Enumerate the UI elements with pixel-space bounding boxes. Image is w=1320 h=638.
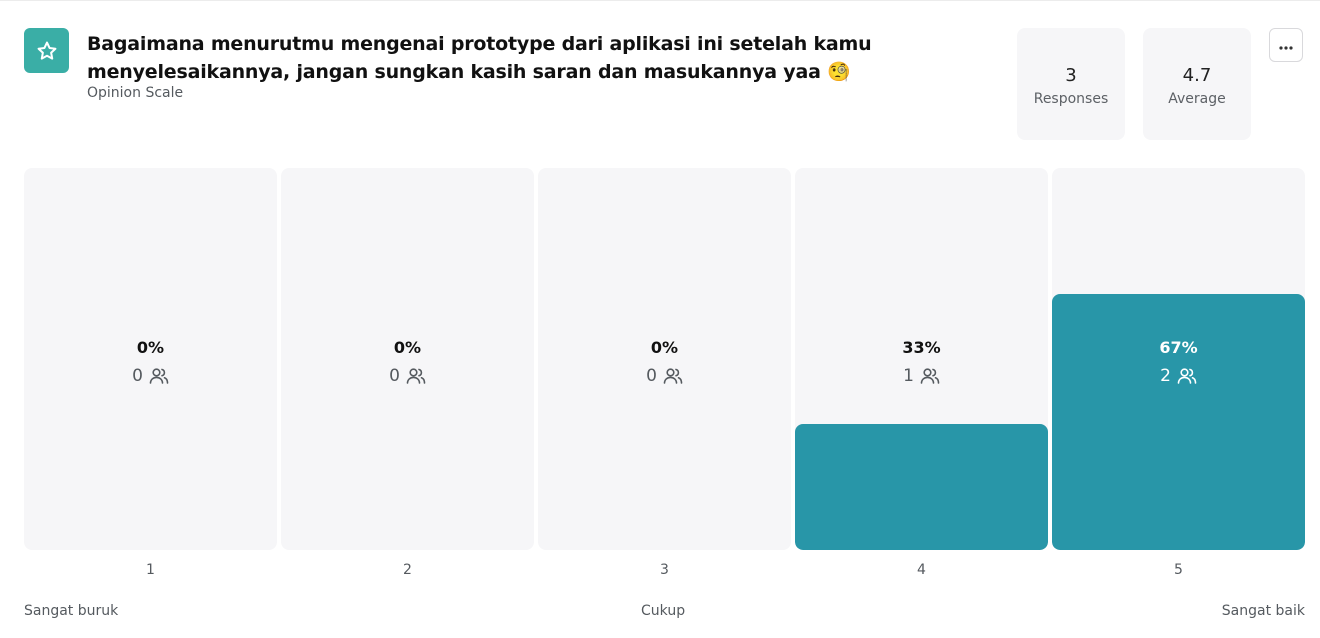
- bar-count-2: 0: [281, 366, 534, 386]
- users-icon: [1177, 367, 1197, 385]
- average-card: 4.7 Average: [1143, 28, 1251, 140]
- bar-label-5: 67% 2: [1052, 338, 1305, 386]
- bar-track-3: 0% 0: [538, 168, 791, 550]
- average-value: 4.7: [1182, 65, 1212, 86]
- users-icon: [920, 367, 940, 385]
- bar-count-3: 0: [538, 366, 791, 386]
- bar-4: [795, 424, 1048, 550]
- more-horizontal-icon: [1278, 36, 1294, 55]
- category-label-1: 1: [146, 562, 155, 578]
- bar-label-4: 33% 1: [795, 338, 1048, 386]
- bar-label-3: 0% 0: [538, 338, 791, 386]
- bar-count-value-1: 0: [132, 366, 143, 386]
- scale-label-low: Sangat buruk: [24, 603, 119, 619]
- category-label-4: 4: [917, 562, 926, 578]
- bar-label-1: 0% 0: [24, 338, 277, 386]
- bar-percent-2: 0%: [393, 338, 422, 357]
- responses-label: Responses: [1033, 91, 1109, 107]
- top-divider: [0, 0, 1320, 1]
- question-type: Opinion Scale: [87, 85, 184, 101]
- bar-percent-1: 0%: [136, 338, 165, 357]
- users-icon: [149, 367, 169, 385]
- bar-count-value-5: 2: [1160, 366, 1171, 386]
- category-label-5: 5: [1174, 562, 1183, 578]
- more-options-button[interactable]: [1269, 28, 1303, 62]
- bar-count-5: 2: [1052, 366, 1305, 386]
- bar-percent-3: 0%: [650, 338, 679, 357]
- question-title: Bagaimana menurutmu mengenai prototype d…: [87, 33, 872, 83]
- bar-count-1: 0: [24, 366, 277, 386]
- bar-track-2: 0% 0: [281, 168, 534, 550]
- bar-5: [1052, 294, 1305, 550]
- star-icon: [24, 28, 69, 73]
- bar-count-4: 1: [795, 366, 1048, 386]
- bar-count-value-4: 1: [903, 366, 914, 386]
- bar-count-value-2: 0: [389, 366, 400, 386]
- average-label: Average: [1168, 91, 1226, 107]
- category-label-2: 2: [403, 562, 412, 578]
- scale-label-mid: Cukup: [641, 603, 686, 619]
- bar-count-value-3: 0: [646, 366, 657, 386]
- users-icon: [663, 367, 683, 385]
- bar-track-1: 0% 0: [24, 168, 277, 550]
- responses-value: 3: [1065, 65, 1077, 86]
- bar-track-5: 67% 2: [1052, 168, 1305, 550]
- bar-percent-5: 67%: [1159, 338, 1198, 357]
- responses-card: 3 Responses: [1017, 28, 1125, 140]
- scale-label-high: Sangat baik: [1221, 603, 1305, 619]
- bar-label-2: 0% 0: [281, 338, 534, 386]
- category-label-3: 3: [660, 562, 669, 578]
- bar-percent-4: 33%: [902, 338, 941, 357]
- bar-track-4: 33% 1: [795, 168, 1048, 550]
- users-icon: [406, 367, 426, 385]
